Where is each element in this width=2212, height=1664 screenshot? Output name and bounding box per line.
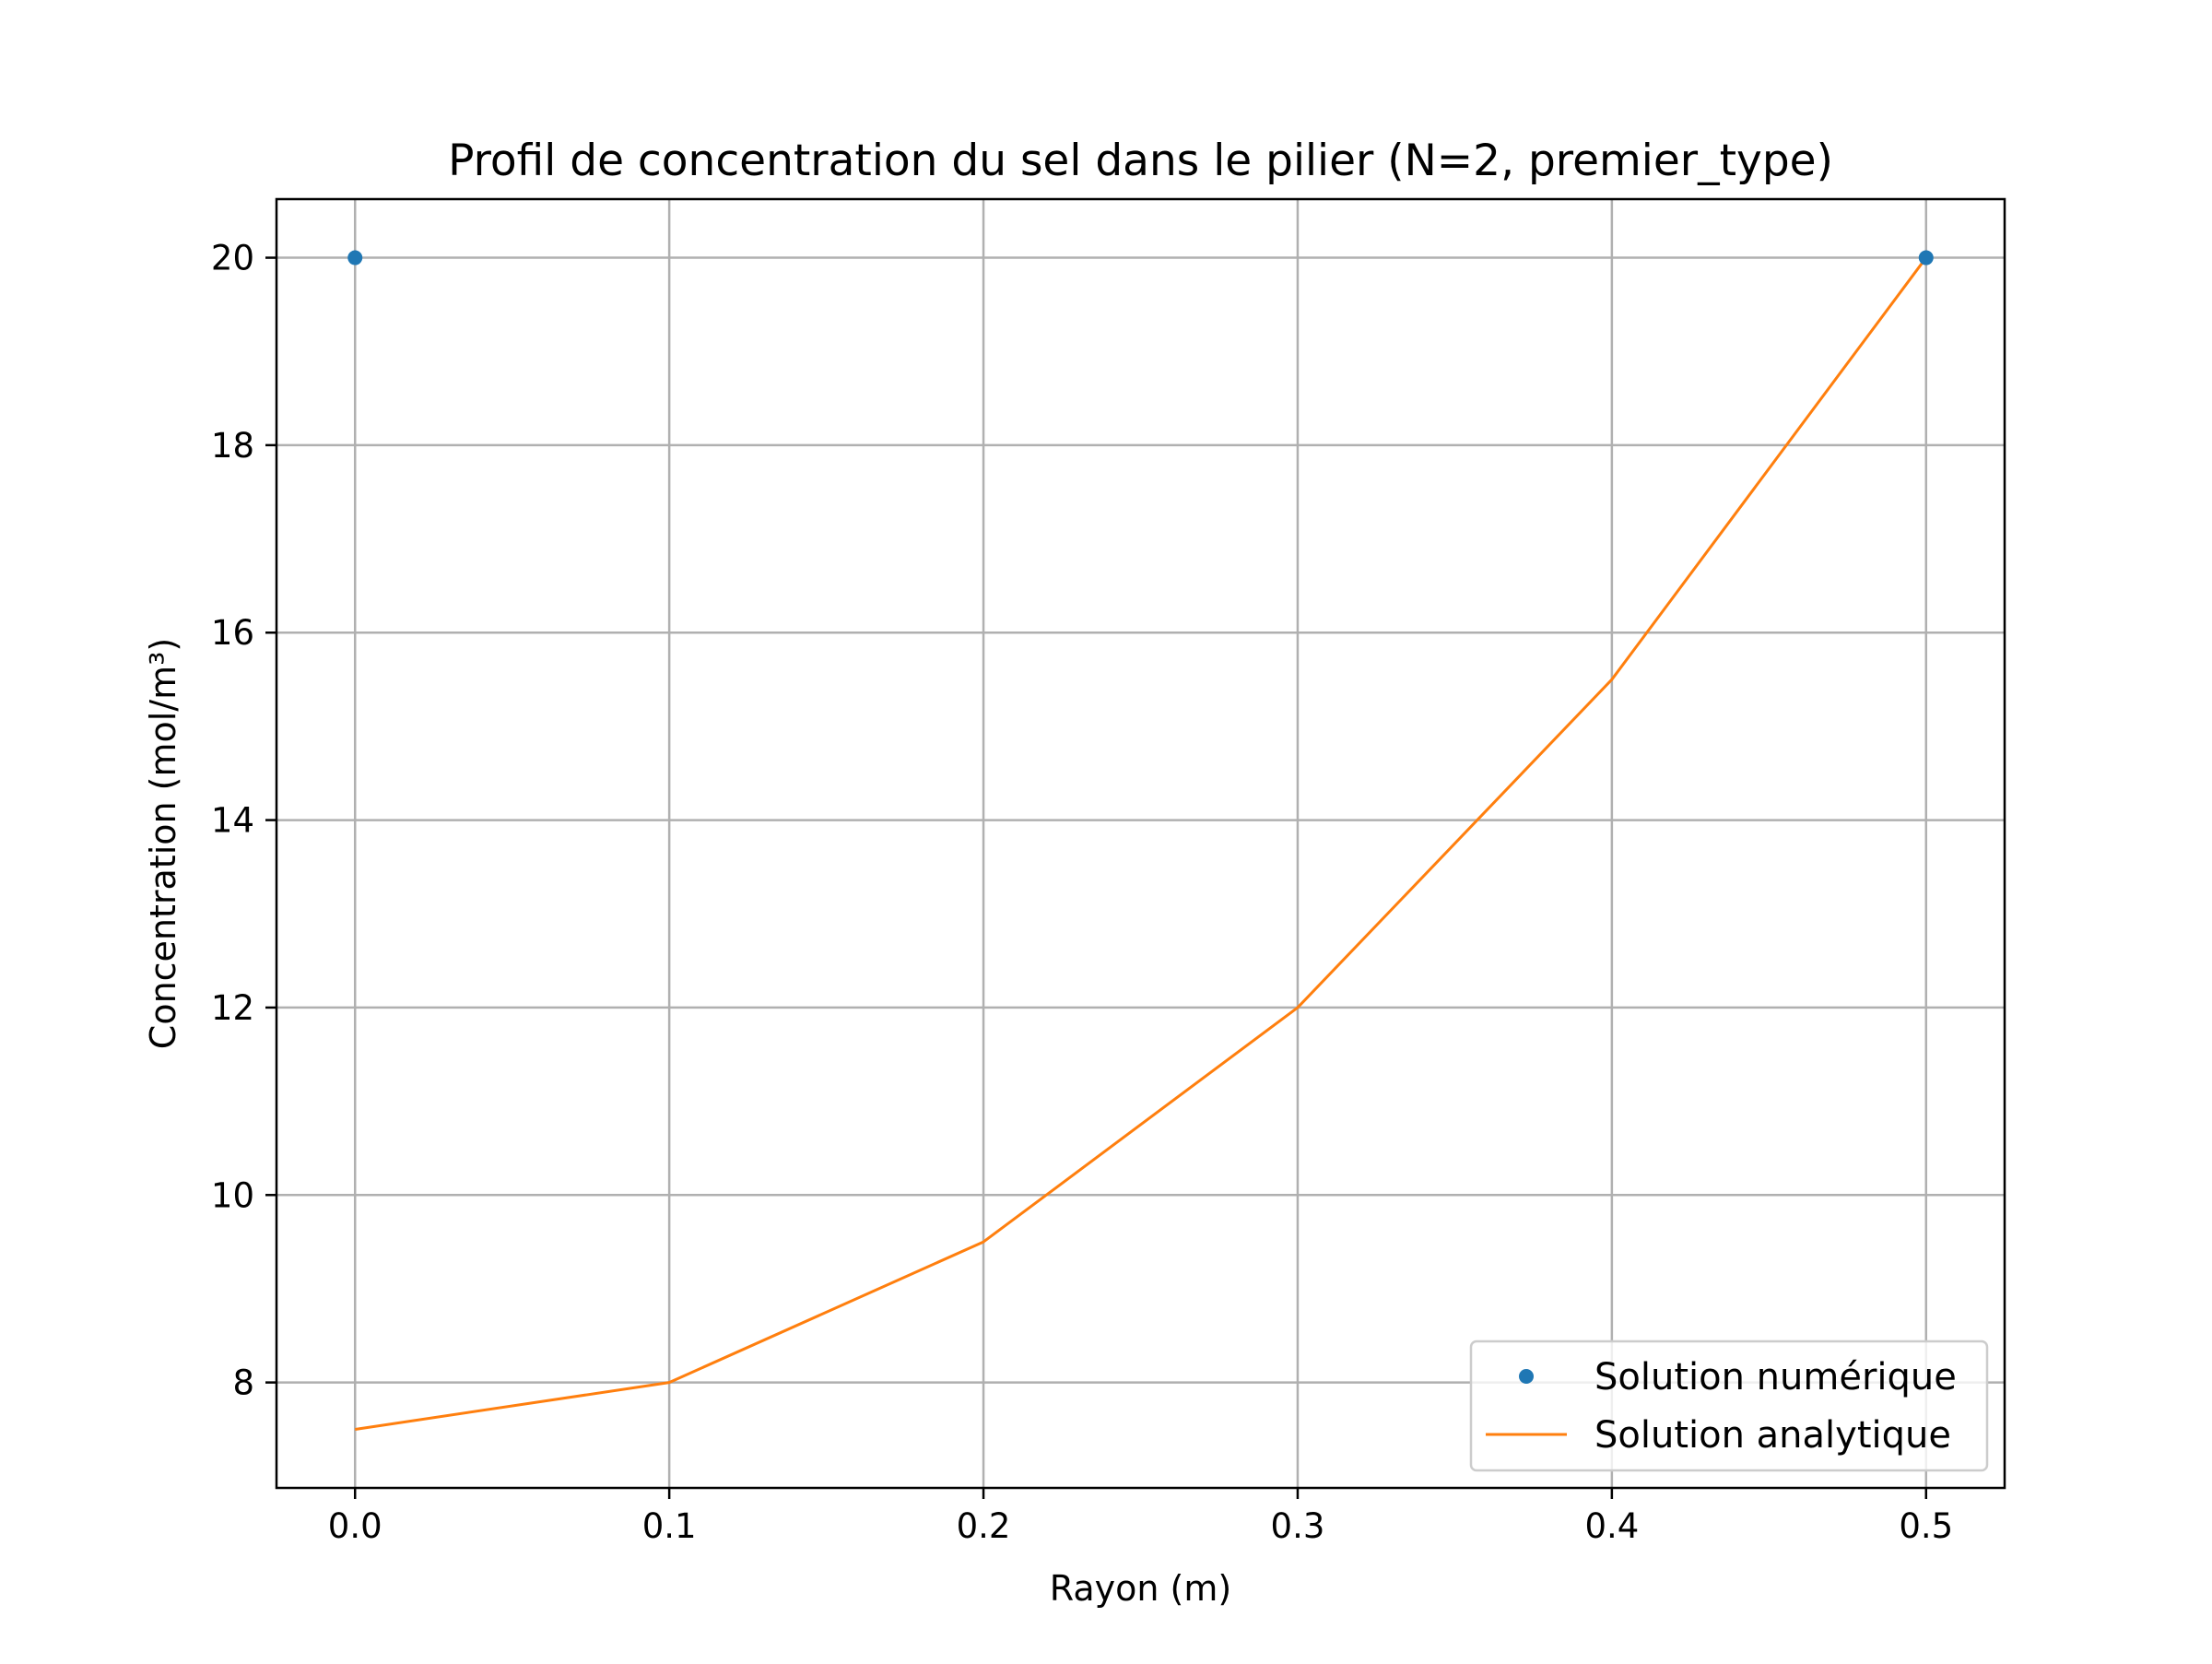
x-tick-label: 0.2: [957, 1506, 1011, 1546]
plot-area-frame: [275, 197, 2006, 1490]
y-tick-label: 14: [211, 801, 254, 841]
data-point-numerique: [1918, 250, 1934, 266]
legend-box: [1469, 1339, 1989, 1472]
ticks-layer: 0.0 0.1 0.2 0.3 0.4 0.5 8 10 12 14 16 18 20: [211, 239, 1953, 1546]
x-tick-label: 0.5: [1899, 1506, 1953, 1546]
y-tick-label: 12: [211, 988, 254, 1028]
y-tick-label: 18: [211, 426, 254, 466]
y-axis-label: Concentration (mol/m³): [143, 638, 183, 1049]
series-line-analytique: [355, 256, 1927, 1431]
y-tick-label: 20: [211, 239, 254, 278]
y-tick-label: 8: [232, 1363, 254, 1403]
legend: Solution numérique Solution analytique: [1469, 1339, 1989, 1472]
grid-layer: [276, 199, 2005, 1488]
chart-title: Profil de concentration du sel dans le p…: [448, 136, 1833, 186]
x-axis-label: Rayon (m): [1050, 1568, 1231, 1609]
series-layer: [347, 250, 1934, 1431]
legend-marker-numerique: [1519, 1369, 1534, 1384]
x-tick-label: 0.4: [1584, 1506, 1639, 1546]
x-tick-label: 0.0: [328, 1506, 382, 1546]
x-tick-label: 0.3: [1271, 1506, 1325, 1546]
y-tick-label: 16: [211, 613, 254, 653]
data-point-numerique: [347, 250, 363, 266]
legend-label-numerique: Solution numérique: [1594, 1356, 1957, 1398]
y-tick-label: 10: [211, 1175, 254, 1215]
legend-label-analytique: Solution analytique: [1594, 1414, 1951, 1457]
x-tick-label: 0.1: [642, 1506, 697, 1546]
